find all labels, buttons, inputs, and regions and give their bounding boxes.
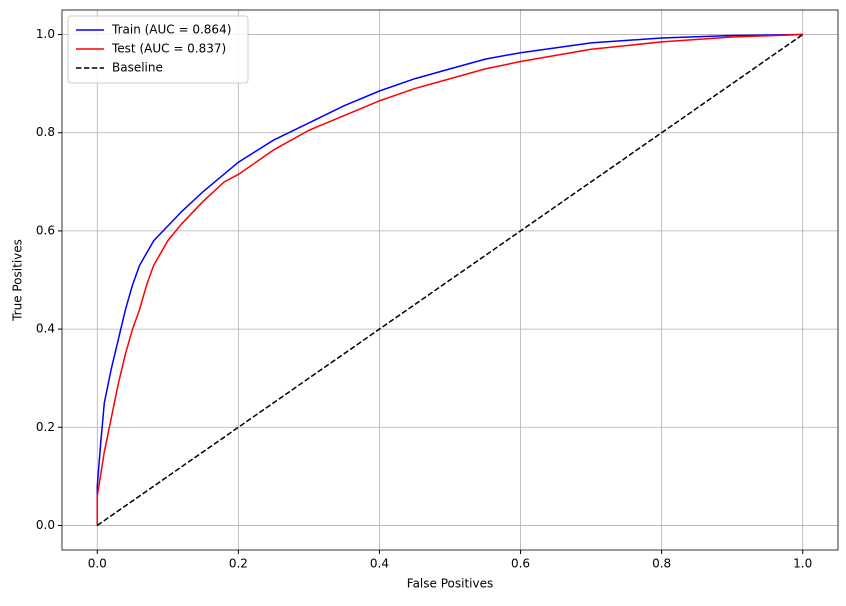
legend-label: Baseline <box>112 61 163 75</box>
x-tick-label: 0.6 <box>511 557 530 571</box>
y-tick-label: 0.4 <box>36 322 55 336</box>
y-axis-label: True Positives <box>11 239 25 322</box>
x-tick-label: 0.2 <box>229 557 248 571</box>
y-tick-label: 0.0 <box>36 518 55 532</box>
legend-label: Train (AUC = 0.864) <box>111 23 231 37</box>
series-line <box>96 33 803 526</box>
x-tick-label: 0.4 <box>370 557 389 571</box>
legend-label: Test (AUC = 0.837) <box>111 42 226 56</box>
y-tick-label: 1.0 <box>36 27 55 41</box>
y-tick-label: 0.6 <box>36 223 55 237</box>
x-tick-label: 0.0 <box>88 557 107 571</box>
x-tick-label: 0.8 <box>652 557 671 571</box>
series-line <box>96 33 803 526</box>
x-axis-label: False Positives <box>407 577 493 591</box>
legend-box <box>67 15 249 84</box>
plot-frame <box>61 9 839 551</box>
x-tick-label: 1.0 <box>793 557 812 571</box>
series-line <box>96 33 804 527</box>
y-tick-label: 0.8 <box>36 125 55 139</box>
y-tick-label: 0.2 <box>36 420 55 434</box>
